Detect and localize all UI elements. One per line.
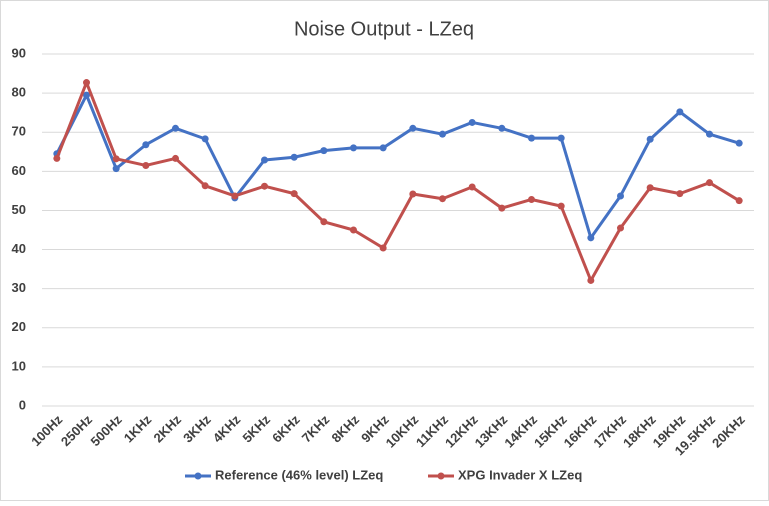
y-tick-label: 30 — [12, 280, 26, 295]
y-tick-label: 40 — [12, 241, 26, 256]
point — [735, 197, 743, 205]
point — [142, 141, 150, 149]
point — [172, 154, 179, 162]
series-line — [55, 93, 740, 240]
point — [735, 139, 743, 147]
point — [587, 234, 595, 242]
point — [439, 195, 446, 203]
point — [498, 204, 506, 212]
point — [261, 156, 268, 164]
point — [142, 161, 150, 169]
point — [261, 182, 268, 190]
y-tick-label: 80 — [12, 85, 26, 100]
point — [379, 144, 387, 152]
point — [290, 190, 298, 198]
point — [350, 226, 357, 234]
point — [676, 190, 684, 198]
legend-marker — [437, 472, 445, 480]
point — [557, 202, 565, 210]
point — [112, 155, 120, 163]
point — [231, 192, 239, 200]
y-tick-label: 10 — [12, 358, 26, 373]
point — [201, 135, 209, 143]
point — [172, 124, 179, 132]
point — [53, 154, 61, 162]
point — [676, 108, 684, 116]
y-tick-label: 70 — [12, 124, 26, 139]
point — [320, 147, 328, 155]
legend-marker — [194, 472, 202, 480]
y-tick-label: 60 — [12, 163, 26, 178]
legend-label: XPG Invader X LZeq — [458, 467, 582, 482]
point — [83, 91, 90, 99]
y-tick-label: 0 — [19, 397, 26, 412]
chart-title: Noise Output - LZeq — [294, 18, 474, 40]
point — [468, 118, 476, 126]
point — [439, 130, 446, 138]
y-tick-label: 20 — [12, 319, 26, 334]
point — [706, 130, 713, 138]
point — [706, 179, 713, 187]
point — [617, 224, 624, 232]
point — [528, 134, 535, 142]
point — [320, 218, 328, 226]
series-line — [55, 81, 740, 282]
point — [646, 135, 654, 143]
point — [468, 183, 476, 191]
point — [201, 182, 209, 190]
y-tick-label: 50 — [12, 202, 26, 217]
point — [112, 165, 120, 173]
point — [587, 276, 595, 284]
point — [83, 79, 90, 87]
y-tick-label: 90 — [12, 45, 26, 60]
point — [379, 244, 387, 252]
point — [409, 190, 417, 198]
legend-label: Reference (46% level) LZeq — [215, 467, 383, 482]
point — [290, 153, 298, 161]
point — [557, 134, 565, 142]
point — [350, 144, 357, 152]
point — [498, 124, 506, 132]
point — [617, 192, 624, 200]
point — [528, 195, 535, 203]
point — [409, 124, 417, 132]
point — [646, 184, 654, 192]
